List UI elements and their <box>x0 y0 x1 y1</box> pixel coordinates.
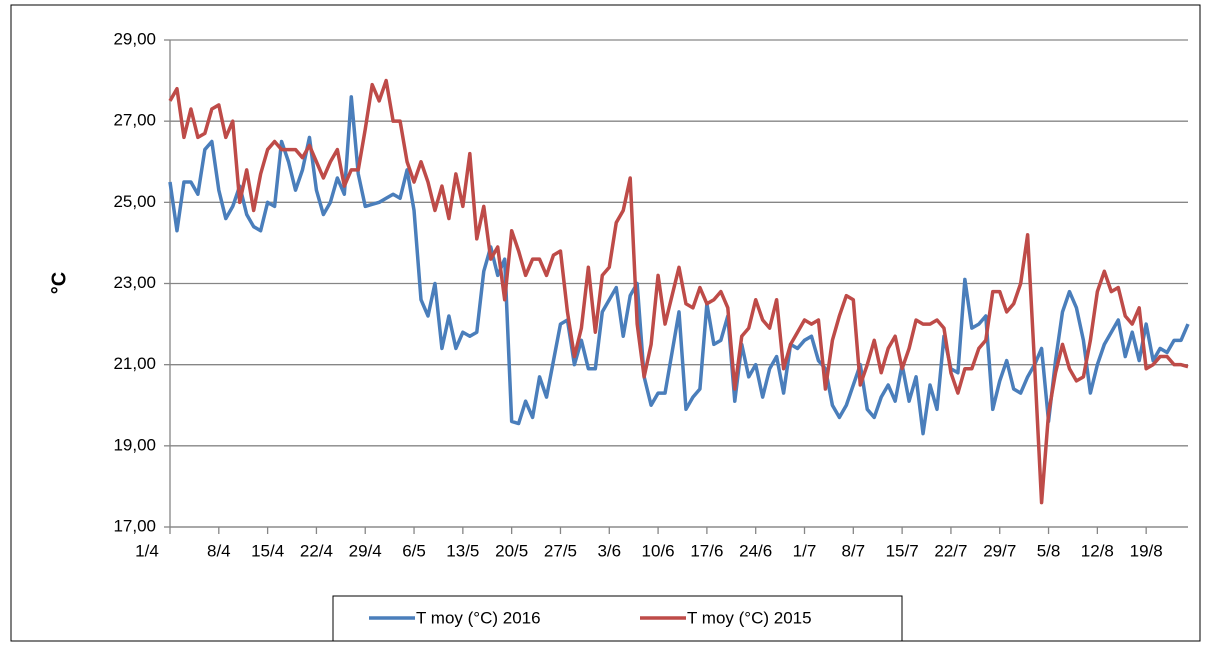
x-tick-label: 29/4 <box>349 541 382 560</box>
x-tick-label: 13/5 <box>446 541 479 560</box>
x-tick-label: 15/7 <box>886 541 919 560</box>
y-tick-label: 25,00 <box>113 192 156 211</box>
x-tick-label: 12/8 <box>1081 541 1114 560</box>
x-tick-label: 17/6 <box>690 541 723 560</box>
x-tick-label: 19/8 <box>1130 541 1163 560</box>
x-tick-label: 27/5 <box>544 541 577 560</box>
y-tick-label: 17,00 <box>113 516 156 535</box>
legend-box <box>332 595 903 642</box>
y-tick-label: 19,00 <box>113 435 156 454</box>
x-tick-label: 24/6 <box>739 541 772 560</box>
x-tick-label: 3/6 <box>597 541 621 560</box>
x-tick-label: 22/4 <box>300 541 333 560</box>
y-tick-label: 23,00 <box>113 273 156 292</box>
x-tick-label: 22/7 <box>934 541 967 560</box>
x-tick-label: 20/5 <box>495 541 528 560</box>
x-tick-label: 1/7 <box>793 541 817 560</box>
legend-label: T moy (°C) 2016 <box>416 608 541 627</box>
x-tick-label: 10/6 <box>642 541 675 560</box>
legend-label: T moy (°C) 2015 <box>687 608 812 627</box>
x-tick-label: 1/4 <box>135 541 159 560</box>
x-tick-label: 15/4 <box>251 541 284 560</box>
x-tick-label: 5/8 <box>1037 541 1061 560</box>
x-tick-label: 8/4 <box>207 541 231 560</box>
series-line <box>168 95 1190 436</box>
y-tick-label: 29,00 <box>113 29 156 48</box>
series-line <box>168 78 1189 505</box>
x-tick-label: 8/7 <box>841 541 865 560</box>
y-tick-label: 27,00 <box>113 111 156 130</box>
x-tick-label: 6/5 <box>402 541 426 560</box>
chart-border <box>10 4 1201 642</box>
y-tick-label: 21,00 <box>113 354 156 373</box>
x-tick-label: 29/7 <box>983 541 1016 560</box>
y-axis-label: °C <box>48 272 70 294</box>
